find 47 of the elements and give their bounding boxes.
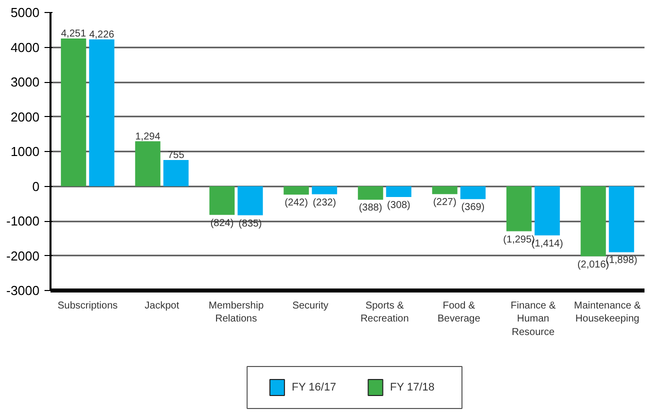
y-tick-label: 1000 [10, 144, 40, 159]
data-label: (227) [433, 197, 456, 208]
bar [284, 186, 309, 195]
data-label: (242) [284, 198, 308, 209]
x-tick-label: Maintenance & Housekeeping [574, 300, 642, 325]
y-tick-label: -2000 [6, 248, 40, 264]
y-tick-label: 2000 [10, 109, 40, 124]
data-label: 1,294 [135, 131, 161, 142]
bar [238, 186, 263, 216]
data-label: 755 [168, 150, 185, 162]
bar [89, 39, 114, 186]
data-label: (388) [358, 202, 382, 214]
y-tick-label: 4000 [10, 40, 40, 55]
legend-label: FY 17/18 [390, 382, 434, 394]
y-tick-label: -1000 [6, 214, 40, 228]
data-label: (369) [461, 202, 485, 214]
data-label: 4,251 [61, 28, 86, 40]
bar [60, 38, 86, 186]
bar [386, 186, 412, 197]
bar [580, 186, 606, 256]
data-label: (1,898) [606, 255, 638, 266]
bar [135, 141, 160, 186]
bar [163, 160, 189, 186]
bar [358, 186, 384, 200]
x-tick-label: Finance & Human Resource [510, 300, 556, 338]
x-tick-label: Security [292, 300, 328, 312]
y-tick-label: -3000 [6, 283, 40, 298]
bar [432, 186, 458, 194]
x-tick-label: Membership Relations [208, 300, 264, 325]
y-tick-label: 5000 [10, 5, 40, 20]
y-tick-label: 0 [32, 178, 40, 194]
y-tick-label: 3000 [10, 74, 40, 90]
legend-label: FY 16/17 [292, 382, 336, 394]
data-label: (308) [387, 200, 410, 211]
bar [209, 186, 235, 215]
bar [534, 186, 560, 236]
data-label: 4,226 [89, 29, 115, 40]
x-tick-label: Food & Beverage [437, 300, 481, 325]
x-tick-label: Jackpot [144, 300, 180, 312]
x-tick-label: Sports & Recreation [360, 300, 409, 325]
bar [506, 186, 532, 232]
data-label: (1,295) [503, 234, 535, 246]
data-label: (232) [312, 197, 336, 208]
bar [608, 186, 634, 252]
bar [460, 186, 486, 200]
bar [312, 186, 338, 194]
x-tick-label: Subscriptions [58, 300, 118, 312]
